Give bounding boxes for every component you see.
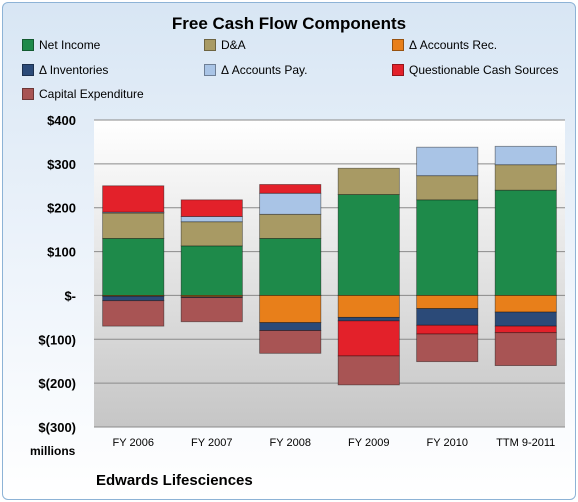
bar-segment	[337, 355, 400, 386]
bar-segment	[259, 322, 322, 331]
legend-item: Δ Inventories	[22, 62, 108, 78]
legend-item: D&A	[204, 37, 246, 53]
bar-segment	[494, 332, 557, 367]
y-tick-label: $400	[47, 113, 76, 128]
legend-swatch	[392, 39, 404, 51]
bar-segment	[259, 213, 322, 239]
bar-segment	[180, 221, 243, 247]
y-tick-label: $(300)	[38, 420, 76, 435]
legend-swatch	[22, 64, 34, 76]
legend-label: Δ Accounts Pay.	[221, 63, 308, 77]
legend-label: D&A	[221, 38, 246, 52]
bar-segment	[180, 216, 243, 223]
bar-segment	[416, 295, 479, 309]
bar-segment	[416, 146, 479, 177]
y-tick-label: $100	[47, 245, 76, 260]
legend-swatch	[22, 88, 34, 100]
bar-segment	[102, 295, 165, 302]
x-tick-label: FY 2007	[191, 437, 232, 449]
bar-segment	[259, 295, 322, 324]
bar-segment	[102, 238, 165, 296]
legend-label: Net Income	[39, 38, 101, 52]
bar-segment	[180, 245, 243, 296]
bar-segment	[259, 330, 322, 354]
legend-swatch	[204, 39, 216, 51]
company-name: Edwards Lifesciences	[96, 472, 253, 489]
legend-swatch	[204, 64, 216, 76]
legend-item: Capital Expenditure	[22, 86, 144, 102]
x-tick-label: FY 2006	[113, 437, 154, 449]
bar-segment	[102, 212, 165, 239]
y-tick-label: $300	[47, 157, 76, 172]
plot-area	[94, 120, 565, 427]
bar-segment	[337, 316, 400, 322]
bar-segment	[416, 175, 479, 201]
bar-segment	[337, 167, 400, 195]
legend-swatch	[22, 39, 34, 51]
legend-swatch	[392, 64, 404, 76]
chart-title: Free Cash Flow Components	[171, 14, 407, 33]
legend-label: Questionable Cash Sources	[409, 63, 559, 77]
legend-label: Capital Expenditure	[39, 87, 144, 101]
bar-segment	[102, 295, 165, 297]
bar-segment	[416, 324, 479, 335]
bar-segment	[494, 145, 557, 166]
bar-segment	[259, 238, 322, 296]
bar-segment	[180, 295, 243, 298]
bar-segment	[337, 295, 400, 318]
y-tick-label: $200	[47, 201, 76, 216]
unit-label: millions	[30, 444, 76, 458]
legend-item: Δ Accounts Rec.	[392, 37, 497, 53]
bar-segment	[416, 199, 479, 296]
y-tick-label: $-	[64, 288, 76, 303]
bar-segment	[337, 320, 400, 357]
bar-segment	[180, 297, 243, 323]
x-tick-label: FY 2010	[427, 437, 468, 449]
bar-segment	[494, 164, 557, 191]
y-tick-label: $(200)	[38, 376, 76, 391]
x-tick-label: FY 2008	[270, 437, 311, 449]
bar-segment	[416, 308, 479, 326]
bar-segment	[494, 311, 557, 327]
bar-segment	[102, 185, 165, 213]
legend-label: Δ Accounts Rec.	[409, 38, 498, 52]
bar-segment	[102, 300, 165, 327]
bar-segment	[259, 184, 322, 194]
y-tick-label: $(100)	[38, 332, 76, 347]
legend-item: Net Income	[22, 37, 100, 53]
bar-segment	[494, 325, 557, 334]
legend-item: Questionable Cash Sources	[392, 62, 558, 78]
bar-segment	[494, 189, 557, 296]
bar-segment	[416, 333, 479, 363]
x-tick-label: FY 2009	[348, 437, 389, 449]
x-tick-label: TTM 9-2011	[496, 437, 555, 449]
bar-segment	[180, 199, 243, 217]
legend-item: Δ Accounts Pay.	[204, 62, 308, 78]
bar-segment	[259, 192, 322, 215]
bar-segment	[337, 194, 400, 296]
bar-segment	[494, 295, 557, 313]
legend-label: Δ Inventories	[39, 63, 109, 77]
